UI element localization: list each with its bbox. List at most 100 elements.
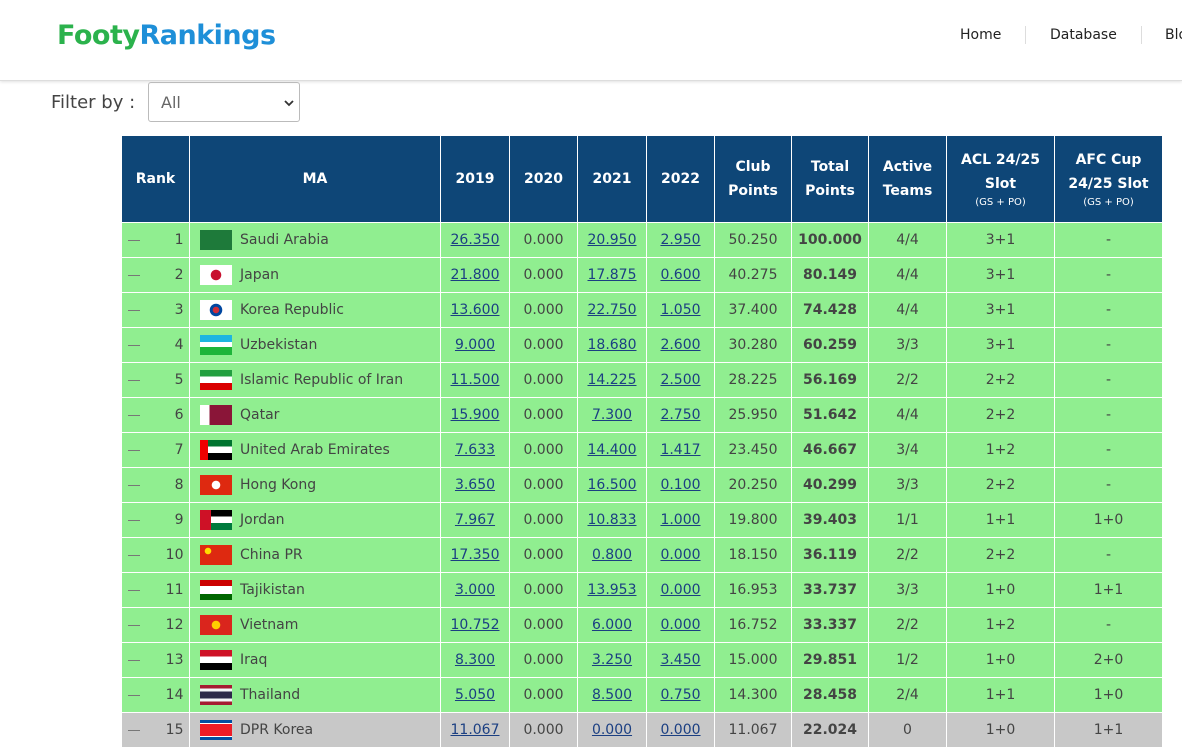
points-link[interactable]: 13.953 <box>587 582 637 598</box>
cell: 19.800 <box>714 502 792 538</box>
cell: 1.000 <box>646 502 715 538</box>
ma-cell: Korea Republic <box>189 292 441 328</box>
points-link[interactable]: 2.500 <box>660 372 701 388</box>
cell: 0.000 <box>509 502 578 538</box>
points-link[interactable]: 1.000 <box>660 512 701 528</box>
points-link[interactable]: 1.050 <box>660 302 701 318</box>
points-link[interactable]: 1.417 <box>660 442 701 458</box>
rank-cell: 15 <box>121 712 190 748</box>
cell-text: 2+2 <box>985 547 1016 563</box>
points-link[interactable]: 14.225 <box>587 372 637 388</box>
cell: 3/4 <box>868 432 947 468</box>
ma-cell: Iraq <box>189 642 441 678</box>
points-link[interactable]: 13.600 <box>450 302 500 318</box>
cell-text: 25.950 <box>728 407 778 423</box>
points-link[interactable]: 3.450 <box>660 652 701 668</box>
cell: 14.225 <box>577 362 647 398</box>
points-link[interactable]: 18.680 <box>587 337 637 353</box>
points-link[interactable]: 0.600 <box>660 267 701 283</box>
cell: 1+1 <box>1054 572 1163 608</box>
points-link[interactable]: 14.400 <box>587 442 637 458</box>
cell: 23.450 <box>714 432 792 468</box>
header-label: Rank <box>135 171 176 187</box>
points-link[interactable]: 3.000 <box>454 582 496 598</box>
cell-text: 4/4 <box>896 407 919 423</box>
ma-name: Thailand <box>240 687 301 703</box>
filter-select[interactable]: All <box>148 82 300 122</box>
cell-text: 56.169 <box>802 372 858 388</box>
points-link[interactable]: 0.000 <box>591 722 633 738</box>
cell: 16.953 <box>714 572 792 608</box>
column-header: ACL 24/25 Slot (GS + PO) <box>946 135 1055 223</box>
points-link[interactable]: 7.967 <box>454 512 496 528</box>
points-link[interactable]: 8.300 <box>454 652 496 668</box>
column-header: AFC Cup 24/25 Slot (GS + PO) <box>1054 135 1163 223</box>
points-link[interactable]: 11.500 <box>450 372 500 388</box>
flag <box>200 545 232 565</box>
flag <box>200 265 232 285</box>
points-link[interactable]: 20.950 <box>587 232 637 248</box>
cell: 4/4 <box>868 222 947 258</box>
cell-text: 3+1 <box>985 232 1016 248</box>
rank: 14 <box>165 687 184 703</box>
points-link[interactable]: 7.633 <box>454 442 496 458</box>
cell-text: - <box>1105 302 1112 318</box>
points-link[interactable]: 3.250 <box>591 652 633 668</box>
cell-text: 1+0 <box>1093 512 1124 528</box>
points-link[interactable]: 0.000 <box>660 722 701 738</box>
points-link[interactable]: 26.350 <box>450 232 500 248</box>
table-row: 5 Islamic Republic of Iran 11.500 0.000 14.2… <box>121 362 1163 398</box>
cell: 1+2 <box>946 432 1055 468</box>
points-link[interactable]: 0.750 <box>660 687 701 703</box>
points-link[interactable]: 17.350 <box>450 547 500 563</box>
cell-text: 30.280 <box>728 337 778 353</box>
points-link[interactable]: 11.067 <box>450 722 500 738</box>
cell: 26.350 <box>440 222 510 258</box>
cell: 20.250 <box>714 467 792 503</box>
points-link[interactable]: 0.000 <box>660 547 701 563</box>
points-link[interactable]: 2.600 <box>660 337 701 353</box>
points-link[interactable]: 16.500 <box>587 477 637 493</box>
points-link[interactable]: 10.833 <box>587 512 637 528</box>
nav-link[interactable]: Blo <box>1165 27 1182 43</box>
nav-link[interactable]: Home <box>960 27 1002 43</box>
cell-text: 1/2 <box>896 652 919 668</box>
cell-text: 1+2 <box>985 617 1016 633</box>
rank: 8 <box>174 477 184 493</box>
column-header: 2020 <box>509 135 578 223</box>
ma-name: Iraq <box>240 652 268 668</box>
points-link[interactable]: 17.875 <box>587 267 637 283</box>
points-link[interactable]: 8.500 <box>591 687 633 703</box>
rank-change <box>127 659 140 661</box>
cell-text: 46.667 <box>802 442 858 458</box>
rank-cell: 12 <box>121 607 190 643</box>
points-link[interactable]: 0.100 <box>660 477 701 493</box>
points-link[interactable]: 21.800 <box>450 267 500 283</box>
header-label: ACL 24/25 Slot <box>961 152 1040 192</box>
header-label: Active Teams <box>882 159 933 199</box>
points-link[interactable]: 2.750 <box>660 407 701 423</box>
ma-cell: Thailand <box>189 677 441 713</box>
cell: 15.900 <box>440 397 510 433</box>
points-link[interactable]: 15.900 <box>450 407 500 423</box>
points-link[interactable]: 2.950 <box>660 232 701 248</box>
points-link[interactable]: 22.750 <box>587 302 637 318</box>
points-link[interactable]: 5.050 <box>454 687 496 703</box>
table-row: 10 China PR 17.350 0.000 0.800 0.000 18.150 36.… <box>121 537 1163 573</box>
points-link[interactable]: 7.300 <box>591 407 633 423</box>
points-link[interactable]: 3.650 <box>454 477 496 493</box>
points-link[interactable]: 10.752 <box>450 617 500 633</box>
rank-change <box>127 624 140 626</box>
ma-cell: Japan <box>189 257 441 293</box>
cell: 3.650 <box>440 467 510 503</box>
cell-text: 36.119 <box>802 547 858 563</box>
cell: - <box>1054 467 1163 503</box>
points-link[interactable]: 0.000 <box>660 617 701 633</box>
nav-link[interactable]: Database <box>1050 27 1117 43</box>
points-link[interactable]: 0.800 <box>591 547 633 563</box>
points-link[interactable]: 9.000 <box>454 337 496 353</box>
logo[interactable]: FootyRankings <box>57 20 276 51</box>
cell: 2+2 <box>946 467 1055 503</box>
points-link[interactable]: 6.000 <box>591 617 633 633</box>
points-link[interactable]: 0.000 <box>660 582 701 598</box>
